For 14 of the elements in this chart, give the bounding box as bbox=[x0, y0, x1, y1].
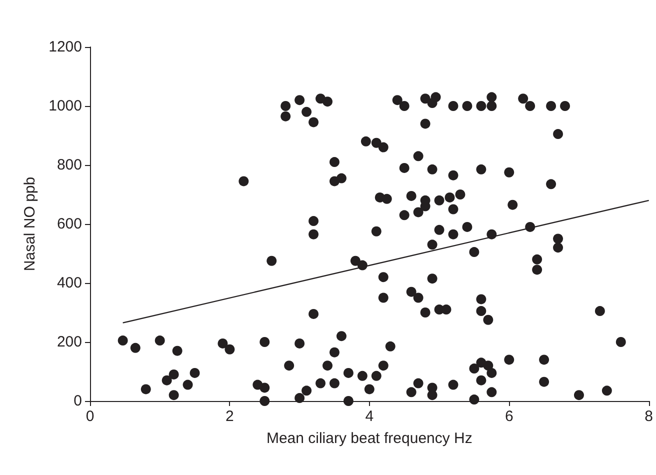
y-tick-label: 0 bbox=[74, 392, 82, 410]
y-tick-label: 1200 bbox=[48, 38, 82, 56]
x-tick-label: 2 bbox=[226, 408, 234, 425]
y-tick-label: 1000 bbox=[48, 98, 82, 114]
y-tick-label: 400 bbox=[56, 274, 82, 292]
x-tick-label: 8 bbox=[644, 408, 653, 425]
y-axis-title: Nasal NO ppb bbox=[22, 176, 39, 272]
y-tick-label: 200 bbox=[56, 334, 82, 350]
x-tick-label: 0 bbox=[86, 408, 94, 425]
x-tick-label: 4 bbox=[365, 408, 374, 425]
x-axis-title: Mean ciliary beat frequency Hz bbox=[266, 430, 472, 447]
x-tick-label: 6 bbox=[504, 408, 514, 425]
y-tick-label: 600 bbox=[56, 216, 82, 232]
y-tick-label: 800 bbox=[56, 156, 82, 174]
